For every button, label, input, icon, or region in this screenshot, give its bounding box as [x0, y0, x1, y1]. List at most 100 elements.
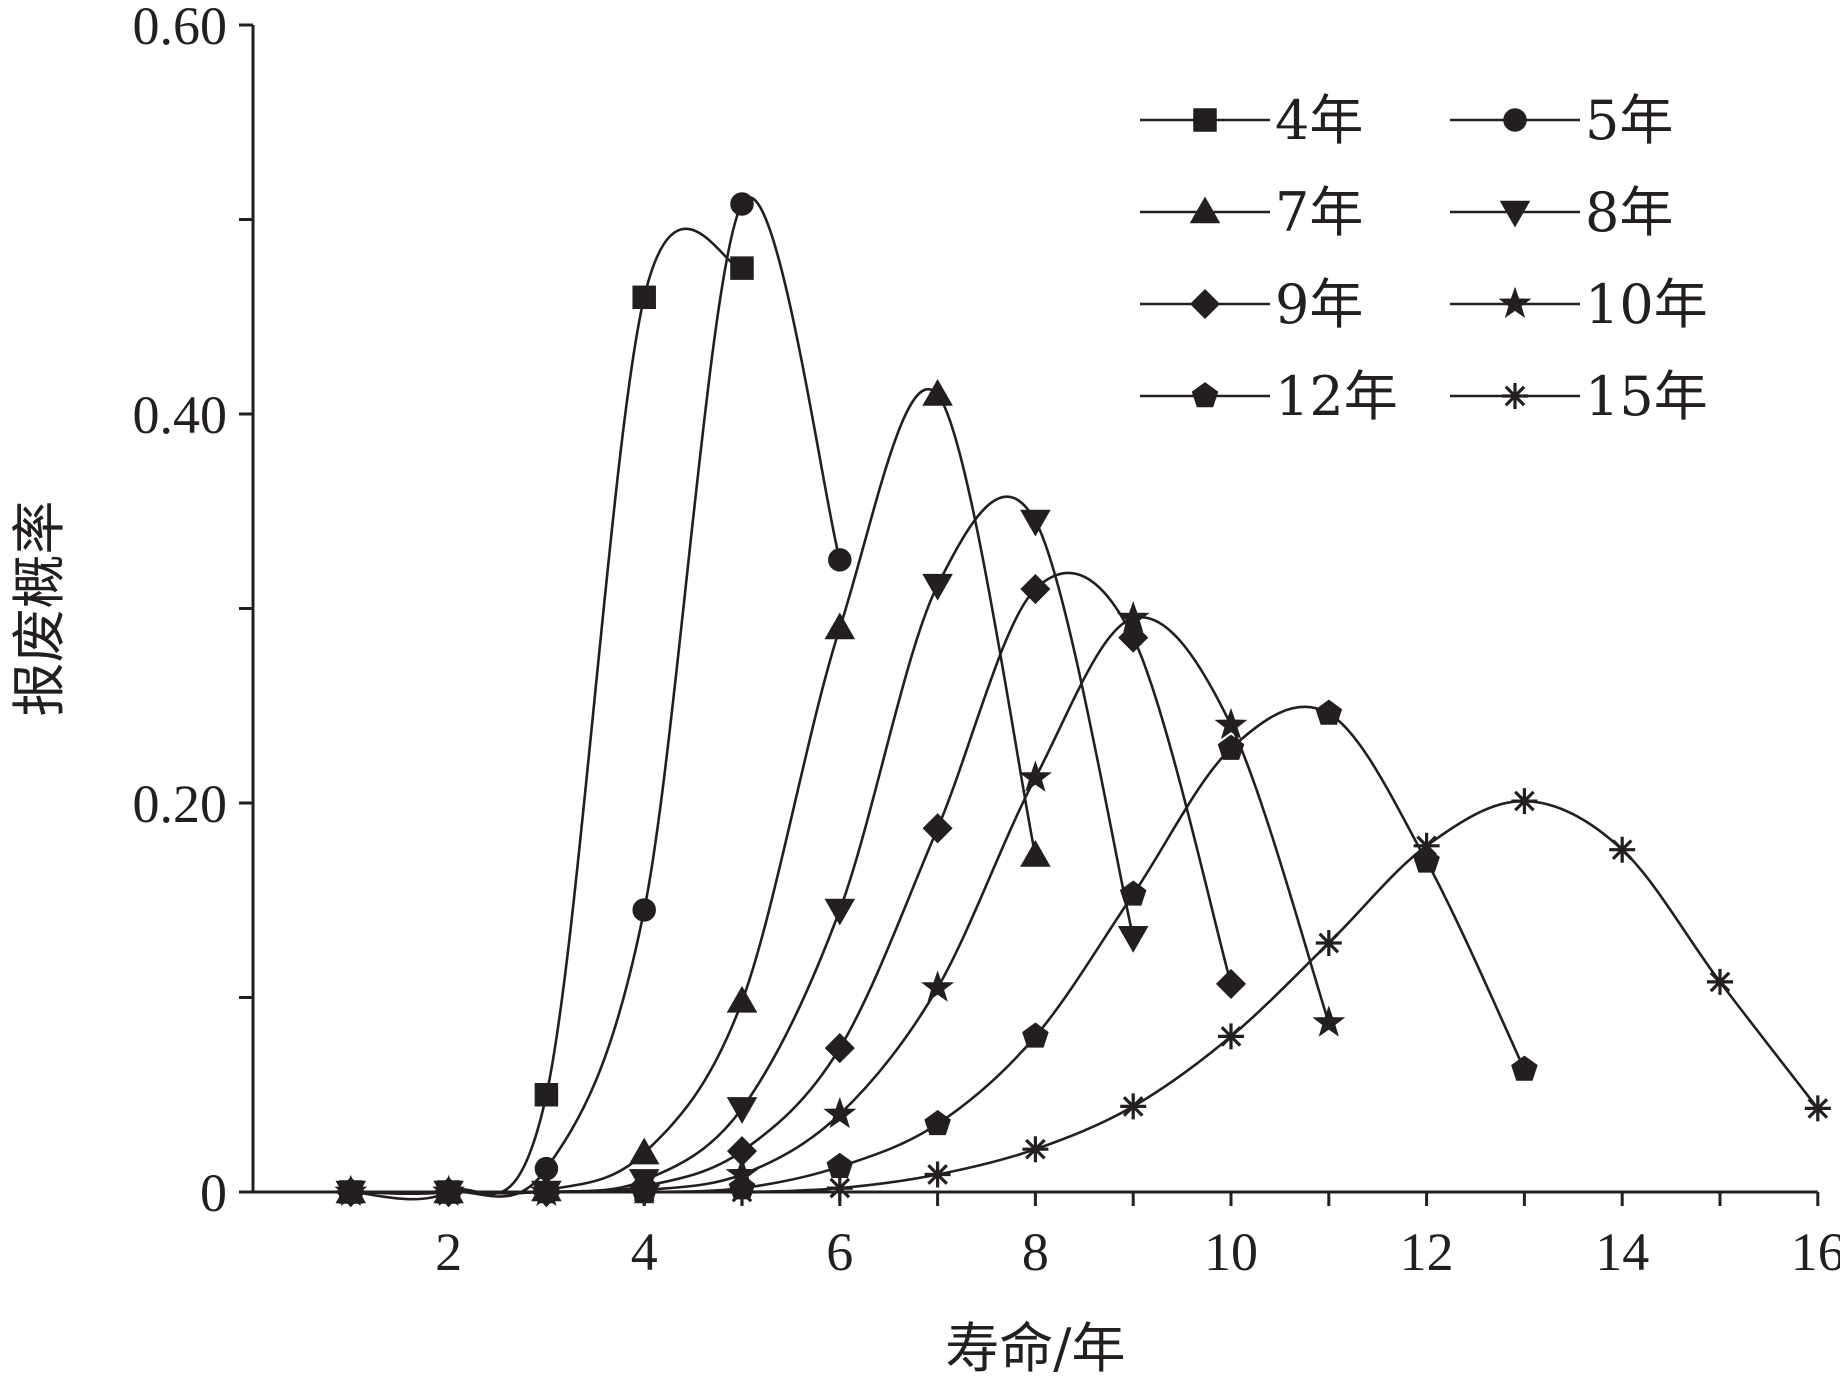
legend-marker	[1498, 286, 1532, 318]
data-point	[337, 1179, 364, 1205]
data-point	[1315, 699, 1343, 725]
data-point	[534, 1083, 559, 1107]
data-point	[1707, 968, 1733, 995]
legend-marker	[1499, 200, 1531, 228]
data-point	[826, 1152, 854, 1178]
data-point	[1118, 622, 1149, 653]
legend-item: 15年	[1450, 365, 1708, 428]
legend-label: 8年	[1585, 181, 1673, 244]
y-tick-label: 0.20	[133, 774, 228, 834]
y-tick-label: 0.40	[133, 385, 228, 445]
data-point	[823, 1096, 857, 1129]
data-point	[1511, 788, 1538, 815]
data-point	[1214, 707, 1248, 740]
data-point	[828, 548, 852, 572]
legend-item: 4年	[1140, 89, 1363, 152]
legend-item: 7年	[1140, 181, 1363, 244]
data-point	[1022, 1022, 1049, 1048]
series-8	[337, 788, 1831, 1205]
data-point	[631, 1179, 658, 1205]
legend-marker	[1193, 108, 1217, 132]
data-point	[729, 1179, 755, 1205]
legend-label: 4年	[1275, 89, 1363, 152]
data-point	[726, 1097, 758, 1124]
legend-label: 7年	[1275, 181, 1363, 244]
data-point	[824, 1033, 855, 1064]
legend-label: 10年	[1585, 273, 1708, 336]
data-point	[1315, 930, 1342, 956]
legend-marker	[1502, 383, 1528, 409]
data-point	[435, 1179, 462, 1205]
series-line	[350, 571, 1233, 1194]
legend-label: 9年	[1275, 273, 1363, 336]
data-point	[1413, 832, 1440, 859]
axes: 2 4 6 8 10 12 14 16 0 0.20 0.40 0.60	[133, 0, 1840, 1282]
data-point	[1120, 1093, 1147, 1120]
x-tick-label: 10	[1204, 1222, 1258, 1282]
data-point	[533, 1179, 560, 1205]
series-7	[337, 699, 1538, 1204]
data-point	[826, 1175, 853, 1202]
legend-item: 10年	[1450, 273, 1708, 336]
series-layer	[334, 192, 1831, 1208]
y-tick-label: 0	[200, 1163, 227, 1223]
legend-item: 12年	[1140, 365, 1398, 428]
legend-item: 9年	[1140, 273, 1363, 336]
data-point	[924, 1161, 951, 1188]
data-point	[922, 379, 953, 406]
x-tick-label: 4	[631, 1222, 658, 1282]
legend-label: 12年	[1275, 365, 1398, 428]
legend-marker	[1191, 382, 1219, 408]
data-point	[1217, 734, 1245, 760]
legend: 4年 5年 7年 8年 9年 10年 12年 15年	[1140, 89, 1708, 428]
series-5	[335, 571, 1247, 1208]
data-point	[1020, 509, 1051, 537]
series-line	[350, 495, 1135, 1195]
data-point	[1511, 1055, 1538, 1081]
data-point	[921, 970, 955, 1002]
series-line	[350, 227, 743, 1201]
data-point	[1020, 840, 1051, 867]
x-tick-label: 12	[1400, 1222, 1454, 1282]
x-tick-label: 2	[435, 1222, 462, 1282]
data-point	[632, 285, 656, 310]
legend-label: 5年	[1585, 89, 1673, 152]
data-point	[824, 612, 856, 640]
legend-marker	[1189, 288, 1221, 320]
data-point	[1312, 1005, 1346, 1037]
legend-marker	[1503, 108, 1527, 132]
data-point	[1215, 968, 1247, 999]
data-point	[632, 898, 656, 922]
data-point	[1116, 600, 1150, 633]
series-3	[335, 379, 1051, 1204]
legend-item: 5年	[1450, 89, 1673, 152]
data-point	[922, 573, 953, 601]
data-point	[1018, 760, 1052, 792]
x-tick-label: 6	[826, 1222, 853, 1282]
data-point	[628, 1137, 660, 1165]
data-point	[726, 985, 758, 1013]
data-point	[1609, 836, 1636, 863]
series-line	[350, 196, 842, 1198]
data-point	[730, 256, 754, 280]
data-point	[924, 1109, 951, 1136]
data-point	[1804, 1095, 1831, 1122]
x-axis-label: 寿命/年	[945, 1317, 1125, 1380]
x-tick-label: 8	[1022, 1222, 1049, 1282]
series-1	[339, 227, 754, 1204]
legend-item: 8年	[1450, 181, 1673, 244]
data-point	[824, 898, 856, 926]
data-point	[730, 192, 754, 216]
y-tick-label: 0.60	[133, 0, 228, 56]
data-point	[1218, 1023, 1244, 1050]
x-tick-label: 14	[1595, 1222, 1649, 1282]
legend-label: 15年	[1585, 365, 1708, 428]
data-point	[1020, 573, 1051, 605]
x-tick-label: 16	[1791, 1222, 1840, 1282]
y-axis-label: 报废概率	[8, 501, 71, 717]
legend-marker	[1189, 196, 1221, 224]
data-point	[1022, 1136, 1049, 1163]
data-point	[1117, 925, 1149, 953]
